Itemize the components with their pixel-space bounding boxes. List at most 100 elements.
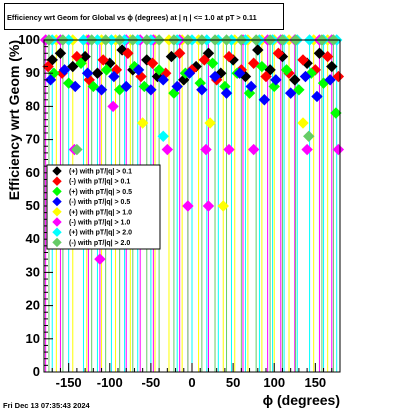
y-tick-label: 30 [26,264,40,279]
data-point [264,64,276,76]
legend-marker [52,207,62,217]
legend-marker [52,227,62,237]
data-point [54,47,67,59]
data-point [67,60,79,73]
data-point [132,64,145,76]
data-point [95,84,108,96]
data-point [220,87,233,99]
data-point [270,74,282,86]
data-point [223,50,235,63]
x-axis-title: ϕ (degrees) [263,392,340,408]
data-point [332,143,345,156]
data-point [79,50,91,63]
data-point [202,47,215,59]
data-point [330,107,342,119]
legend-marker [52,217,62,227]
y-tick-label: 20 [26,298,40,313]
legend-marker [52,237,62,248]
legend-marker [52,176,62,186]
data-point [332,70,345,83]
data-point [303,130,315,142]
legend-entry: (-) with pT/|q| > 2.0 [69,240,130,247]
data-point [301,143,313,156]
data-point [245,80,257,93]
data-point [196,84,208,96]
y-axis-title: Efficiency wrt Geom (%) [6,40,22,200]
data-point [204,117,216,129]
x-tick-label: 150 [304,375,326,390]
data-point [136,117,149,129]
data-point [107,100,119,113]
data-point [293,84,305,96]
data-point [206,57,219,69]
data-point [256,60,268,73]
y-tick-label: 80 [26,98,40,113]
x-tick-label: -100 [97,375,123,390]
data-point [297,54,309,66]
data-point [182,200,194,212]
data-point [284,87,297,99]
data-point [75,57,87,69]
data-point [260,70,272,83]
legend: (+) with pT/|q| > 0.1 (-) with pT/|q| > 0… [46,164,161,250]
legend-entry: (+) with pT/|q| > 0.5 [69,189,132,196]
data-point [280,64,293,76]
data-point [209,70,221,83]
data-point [223,143,235,156]
data-point [161,143,174,156]
data-point [252,44,264,56]
data-point [299,70,312,83]
legend-entry: (-) with pT/|q| > 1.0 [69,220,130,227]
data-point [42,60,54,73]
data-point [145,84,157,96]
data-point [146,57,159,69]
data-point [200,143,212,156]
data-point [171,80,183,93]
data-point [272,47,285,59]
data-point [233,67,246,79]
data-point [324,74,336,86]
chart-title: Efficiency wrt Geom for Global vs ϕ (deg… [4,3,284,30]
timestamp-footer: Fri Dec 13 07:35:43 2024 [3,401,90,410]
y-tick-label: 40 [26,231,40,246]
data-point [97,54,109,66]
y-tick-label: 70 [26,132,40,147]
data-point [217,200,229,212]
data-point [313,47,326,59]
data-point [100,64,113,76]
data-point [198,54,211,66]
data-point [120,80,132,93]
data-point [71,143,83,156]
data-point [326,60,338,73]
data-point [202,200,215,212]
x-tick-label: 0 [188,375,195,390]
y-tick-label: 0 [33,364,40,379]
data-point [297,117,309,129]
data-point [311,90,323,103]
y-tick-label: 90 [26,65,40,80]
data-point [258,94,271,106]
data-point [71,50,83,63]
y-tick-label: 50 [26,198,40,213]
y-tick-label: 100 [18,32,40,47]
data-point [108,70,120,83]
data-point [46,54,58,66]
legend-entry: (-) with pT/|q| > 0.1 [69,179,130,186]
data-point [122,47,134,59]
legend-marker [52,186,62,197]
data-point [157,130,169,142]
legend-entry: (+) with pT/|q| > 1.0 [69,209,132,216]
data-point [289,74,301,86]
data-point [81,67,94,79]
legend-marker [52,166,62,176]
data-point [94,253,106,265]
data-point [173,47,186,59]
x-tick-label: 50 [226,375,240,390]
data-point [153,64,165,76]
data-point [87,80,100,93]
y-tick-label: 10 [26,331,40,346]
legend-box [46,164,161,250]
x-axis-ticks: -150 -100 -50 0 50 100 150 [43,363,341,390]
legend-entry: (-) with pT/|q| > 0.5 [69,199,130,206]
